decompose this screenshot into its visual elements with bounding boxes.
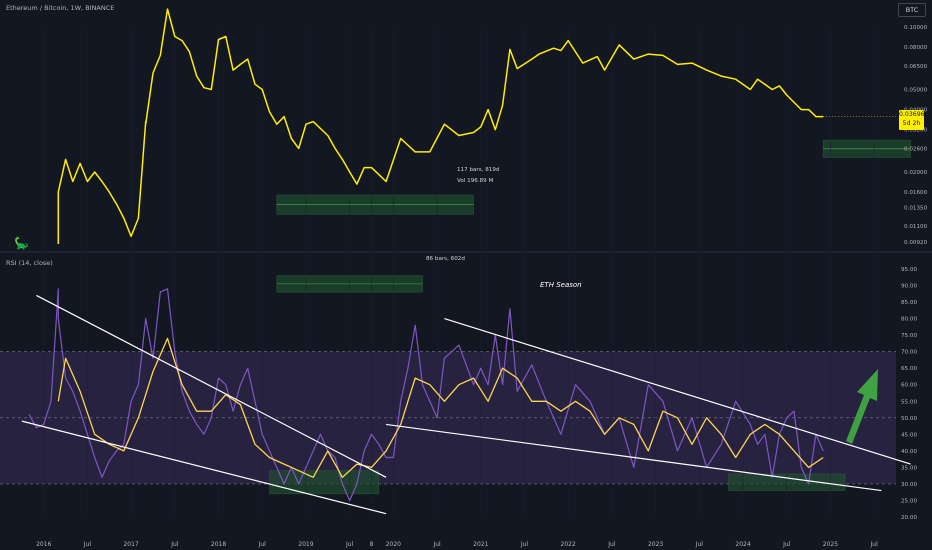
rsi-y-tick-label: 75.00 xyxy=(901,333,917,339)
x-tick-label: 2025 xyxy=(823,541,838,548)
rsi-y-tick-label: 60.00 xyxy=(901,383,917,389)
x-tick-label: 2018 xyxy=(211,541,226,548)
price-y-tick-label: 0.08000 xyxy=(904,45,928,51)
rsi-y-tick-label: 50.00 xyxy=(901,416,917,422)
trendline-1 xyxy=(21,420,387,515)
rsi-zone-1 xyxy=(269,470,380,495)
price-y-tick-label: 0.06500 xyxy=(904,64,928,70)
rsi-ma-line xyxy=(57,337,824,478)
x-tick-label: Jul xyxy=(432,541,441,548)
x-tick-label: Jul xyxy=(258,541,267,548)
x-tick-label: 2016 xyxy=(36,541,51,548)
x-tick-label: 2019 xyxy=(298,541,313,548)
price-y-tick-label: 0.02000 xyxy=(904,170,928,176)
rsi-y-tick-label: 70.00 xyxy=(901,350,917,356)
x-tick-label: 2023 xyxy=(648,541,663,548)
tradingview-logo-icon[interactable]: 🦕 xyxy=(14,236,29,250)
range-bottom-bars-label: 86 bars, 602d xyxy=(426,256,465,262)
price-y-tick-label: 0.01600 xyxy=(904,190,928,196)
range-top-volume-label: Vol 196.89 M xyxy=(457,178,494,184)
currency-button[interactable]: BTC xyxy=(898,3,926,17)
rsi-y-tick-label: 20.00 xyxy=(901,515,917,521)
rsi-y-tick-label: 40.00 xyxy=(901,449,917,455)
trendline-3 xyxy=(386,423,882,492)
rsi-y-tick-label: 30.00 xyxy=(901,482,917,488)
price-y-tick-label: 0.03200 xyxy=(904,128,928,134)
trendline-2 xyxy=(444,318,911,465)
rsi-y-tick-label: 85.00 xyxy=(901,300,917,306)
x-tick-label: 2022 xyxy=(561,541,576,548)
rsi-y-tick-label: 90.00 xyxy=(901,284,917,290)
price-y-tick-label: 0.01100 xyxy=(904,224,928,230)
x-tick-label: 2024 xyxy=(735,541,750,548)
x-tick-label: Jul xyxy=(870,541,879,548)
x-tick-label: 2017 xyxy=(123,541,138,548)
bar-countdown: 5d 2h xyxy=(902,119,921,127)
rsi-y-tick-label: 95.00 xyxy=(901,267,917,273)
price-y-tick-label: 0.01350 xyxy=(904,205,928,211)
rsi-title[interactable]: RSI (14, close) xyxy=(6,259,53,267)
symbol-title[interactable]: Ethereum / Bitcoin, 1W, BINANCE xyxy=(6,4,115,12)
rsi-y-tick-label: 35.00 xyxy=(901,465,917,471)
x-tick-label: Jul xyxy=(782,541,791,548)
x-tick-label: Jul xyxy=(83,541,92,548)
last-price-value: 0.03696 xyxy=(899,111,925,118)
x-tick-label: Jul xyxy=(520,541,529,548)
rsi-y-tick-label: 45.00 xyxy=(901,432,917,438)
rsi-line xyxy=(28,288,824,502)
x-tick-label: 8 xyxy=(370,541,374,548)
price-y-tick-label: 0.00920 xyxy=(904,240,928,246)
rsi-y-tick-label: 25.00 xyxy=(901,498,917,504)
price-y-tick-label: 0.10000 xyxy=(904,25,928,31)
eth-season-label: ETH Season xyxy=(540,281,582,289)
x-tick-label: Jul xyxy=(695,541,704,548)
last-price-badge: 0.03696 5d 2h xyxy=(899,110,925,130)
bullish-arrow-icon xyxy=(846,369,878,444)
trendline-0 xyxy=(36,294,387,478)
rsi-y-tick-label: 80.00 xyxy=(901,317,917,323)
price-line xyxy=(57,8,824,244)
x-tick-label: 2020 xyxy=(386,541,401,548)
rsi-y-tick-label: 55.00 xyxy=(901,399,917,405)
price-y-tick-label: 0.02600 xyxy=(904,146,928,152)
x-tick-label: Jul xyxy=(170,541,179,548)
x-tick-label: Jul xyxy=(345,541,354,548)
x-tick-label: 2021 xyxy=(473,541,488,548)
rsi-y-tick-label: 65.00 xyxy=(901,366,917,372)
range-top-bars-label: 117 bars, 819d xyxy=(457,167,500,173)
price-y-tick-label: 0.05000 xyxy=(904,87,928,93)
x-tick-label: Jul xyxy=(607,541,616,548)
